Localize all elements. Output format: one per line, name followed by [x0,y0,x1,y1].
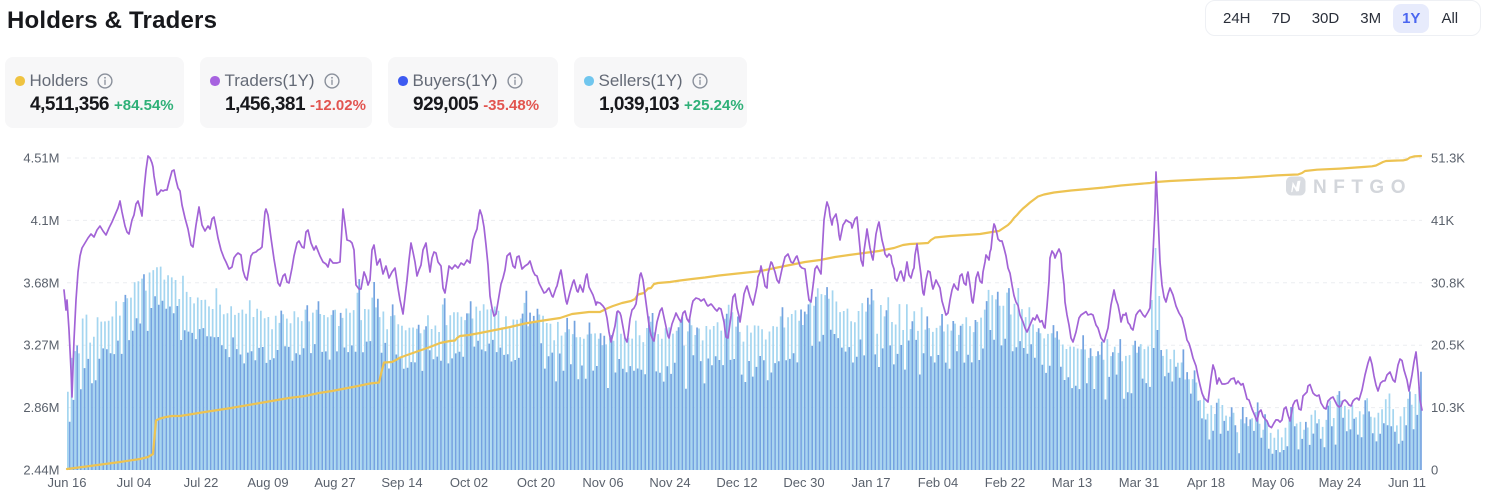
svg-text:Mar 13: Mar 13 [1052,475,1092,490]
svg-text:Aug 27: Aug 27 [314,475,355,490]
svg-text:May 24: May 24 [1319,475,1362,490]
svg-text:4.51M: 4.51M [23,151,59,166]
svg-text:Feb 22: Feb 22 [985,475,1025,490]
svg-text:Nov 24: Nov 24 [649,475,690,490]
svg-text:Feb 04: Feb 04 [918,475,958,490]
svg-text:Jan 17: Jan 17 [851,475,890,490]
svg-text:30.8K: 30.8K [1431,275,1465,290]
svg-text:Nov 06: Nov 06 [582,475,623,490]
svg-text:Mar 31: Mar 31 [1119,475,1159,490]
svg-text:3.27M: 3.27M [23,338,59,353]
svg-text:Aug 09: Aug 09 [247,475,288,490]
svg-text:NFTGO: NFTGO [1313,177,1412,198]
svg-text:41K: 41K [1431,213,1454,228]
svg-text:4.1M: 4.1M [31,213,60,228]
svg-text:May 06: May 06 [1252,475,1295,490]
svg-text:Jul 04: Jul 04 [117,475,152,490]
svg-text:Jul 22: Jul 22 [184,475,219,490]
svg-text:Apr 18: Apr 18 [1187,475,1225,490]
svg-text:Jun 16: Jun 16 [47,475,86,490]
svg-text:Oct 20: Oct 20 [517,475,555,490]
svg-text:Jun 11: Jun 11 [1388,475,1426,490]
svg-text:3.68M: 3.68M [23,275,59,290]
svg-text:Dec 30: Dec 30 [783,475,824,490]
svg-text:0: 0 [1431,463,1438,478]
svg-text:20.5K: 20.5K [1431,338,1465,353]
svg-text:2.44M: 2.44M [23,463,59,478]
svg-text:51.3K: 51.3K [1431,151,1465,166]
svg-text:10.3K: 10.3K [1431,400,1465,415]
svg-text:Oct 02: Oct 02 [450,475,488,490]
svg-text:Dec 12: Dec 12 [716,475,757,490]
svg-text:2.86M: 2.86M [23,400,59,415]
svg-text:Sep 14: Sep 14 [381,475,422,490]
